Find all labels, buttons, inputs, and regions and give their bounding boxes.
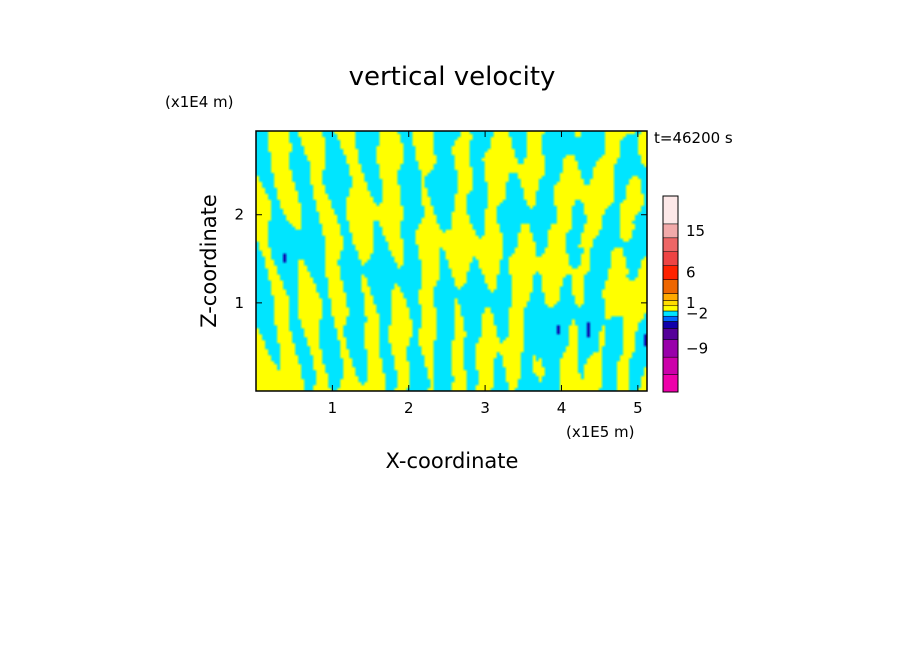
colorbar-level bbox=[662, 356, 679, 375]
colorbar-label: 1 bbox=[686, 294, 696, 312]
time-label: t=46200 s bbox=[654, 129, 733, 147]
x-tick-label: 3 bbox=[480, 399, 490, 417]
velocity-field bbox=[256, 131, 647, 391]
x-tick-label: 2 bbox=[404, 399, 414, 417]
colorbar-level bbox=[662, 328, 679, 340]
colorbar-frame bbox=[662, 195, 679, 393]
z-axis-label: Z-coordinate bbox=[197, 194, 221, 328]
colorbar-level bbox=[662, 251, 679, 266]
colorbar-level bbox=[662, 195, 679, 225]
colorbar-level bbox=[662, 279, 679, 294]
z-tick-label: 2 bbox=[234, 206, 244, 224]
x-axis-ticks: 1 2 3 4 5 bbox=[328, 131, 643, 417]
colorbar-level bbox=[662, 315, 679, 322]
colorbar-level bbox=[662, 374, 679, 393]
colorbar-level bbox=[662, 237, 679, 253]
chart-title: vertical velocity bbox=[349, 62, 556, 92]
x-tick-label: 5 bbox=[633, 399, 643, 417]
colorbar-level bbox=[662, 300, 679, 307]
z-axis-ticks: 12 bbox=[234, 206, 647, 312]
colorbar-level bbox=[662, 310, 679, 317]
x-unit-label: (x1E5 m) bbox=[566, 423, 635, 441]
z-unit-label: (x1E4 m) bbox=[165, 93, 234, 111]
velocity-contours bbox=[256, 131, 647, 391]
colorbar-label: 6 bbox=[686, 264, 696, 282]
colorbar-level bbox=[662, 305, 679, 312]
colorbar-level bbox=[662, 265, 679, 280]
colorbar-label: 15 bbox=[686, 222, 705, 240]
z-tick-label: 1 bbox=[234, 294, 244, 312]
colorbar-level bbox=[662, 293, 679, 301]
colorbar-level bbox=[662, 321, 679, 329]
x-tick-label: 1 bbox=[328, 399, 338, 417]
colorbar-label: −9 bbox=[686, 339, 708, 357]
plot-frame bbox=[255, 130, 648, 392]
colorbar-level bbox=[662, 339, 679, 358]
colorbar-level bbox=[662, 223, 679, 239]
x-tick-label: 4 bbox=[557, 399, 567, 417]
colorbar: 15 6 1−2 −9 bbox=[662, 195, 708, 393]
colorbar-label: −2 bbox=[686, 305, 708, 323]
x-axis-label: X-coordinate bbox=[386, 449, 519, 473]
